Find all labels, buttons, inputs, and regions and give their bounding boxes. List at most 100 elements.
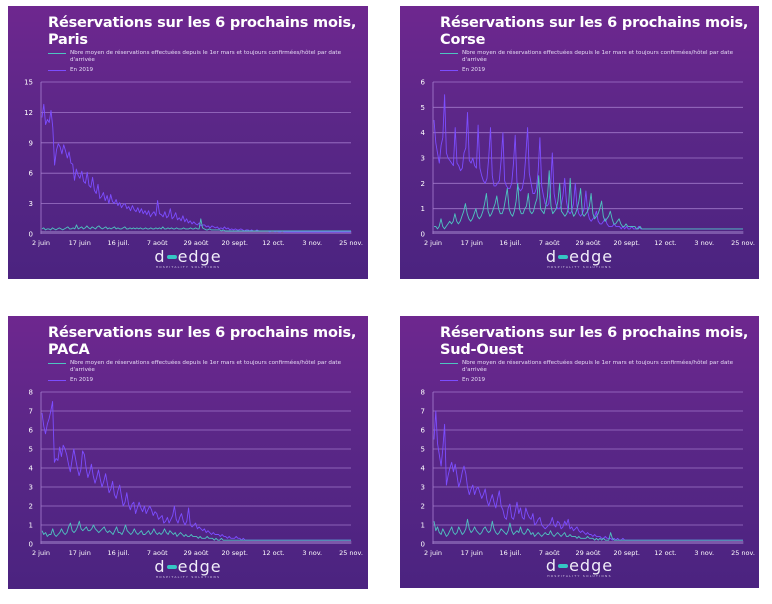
y-tick-label: 6 <box>29 170 34 178</box>
x-tick-label: 25 nov. <box>731 239 755 247</box>
d-edge-logo: d edge HOSPITALITY SOLUTIONS <box>154 557 222 580</box>
y-tick-label: 12 <box>24 109 33 117</box>
series-line-2019 <box>41 103 351 233</box>
y-tick-label: 2 <box>421 180 425 188</box>
x-tick-label: 29 août <box>184 239 209 247</box>
chart-panel-corse: Réservations sur les 6 prochains mois, Co… <box>400 6 759 279</box>
legend-swatch-2021 <box>48 53 66 54</box>
x-tick-label: 7 août <box>147 239 168 247</box>
y-tick-label: 5 <box>421 104 425 112</box>
legend-swatch-2021 <box>440 53 458 54</box>
y-tick-label: 4 <box>421 465 426 473</box>
y-tick-label: 6 <box>29 427 34 435</box>
d-edge-logo: d edge HOSPITALITY SOLUTIONS <box>545 556 614 579</box>
x-tick-label: 7 août <box>539 549 560 557</box>
y-tick-label: 2 <box>29 503 33 511</box>
x-tick-label: 3 nov. <box>694 239 714 247</box>
chart-plot: 0 1 2 3 4 5 6 2 juin 17 juin 16 juil. 7 août 29 aoû… <box>421 79 755 248</box>
x-axis-band <box>41 231 351 234</box>
y-tick-label: 0 <box>29 231 33 239</box>
y-tick-label: 7 <box>29 408 33 416</box>
x-tick-label: 2 juin <box>32 239 50 247</box>
series-line-2021 <box>41 218 351 232</box>
x-tick-label: 12 oct. <box>262 549 285 557</box>
x-tick-label: 20 sept. <box>222 239 248 247</box>
x-tick-label: 17 juin <box>461 239 483 247</box>
y-tick-label: 5 <box>29 446 33 454</box>
y-tick-label: 0 <box>421 541 425 549</box>
x-tick-label: 29 août <box>576 239 601 247</box>
y-tick-label: 5 <box>421 446 425 454</box>
x-tick-label: 25 nov. <box>339 239 363 247</box>
legend-swatch-2019 <box>48 70 66 71</box>
x-axis-band <box>433 541 743 544</box>
y-tick-label: 8 <box>421 389 425 397</box>
legend-swatch-2021 <box>440 363 458 364</box>
x-tick-label: 3 nov. <box>302 549 322 557</box>
y-tick-label: 9 <box>29 139 33 147</box>
legend-item-2019: En 2019 <box>48 377 363 384</box>
legend-item-2019: En 2019 <box>48 67 363 74</box>
x-tick-label: 20 sept. <box>222 549 248 557</box>
x-tick-label: 25 nov. <box>339 549 363 557</box>
y-tick-label: 3 <box>29 484 33 492</box>
x-tick-label: 12 oct. <box>262 239 285 247</box>
x-tick-label: 17 juin <box>461 549 483 557</box>
x-tick-label: 20 sept. <box>614 549 640 557</box>
x-axis-band <box>433 231 743 234</box>
d-edge-logo: d edge HOSPITALITY SOLUTIONS <box>545 247 614 270</box>
y-tick-label: 0 <box>421 231 425 239</box>
y-tick-label: 15 <box>24 79 33 87</box>
legend-item-2021: Nbre moyen de réservations effectuées de… <box>48 360 363 374</box>
y-tick-label: 3 <box>421 484 425 492</box>
x-tick-label: 16 juil. <box>108 549 130 557</box>
y-tick-label: 1 <box>29 522 33 530</box>
chart-legend: Nbre moyen de réservations effectuées de… <box>440 360 755 384</box>
x-tick-label: 3 nov. <box>302 239 322 247</box>
x-tick-label: 29 août <box>576 549 601 557</box>
chart-plot: 0 1 2 3 4 5 6 7 8 2 juin 17 juin 16 juil. 7 août 29 a… <box>421 389 755 558</box>
series-line-2021 <box>41 520 351 541</box>
x-tick-label: 7 août <box>147 549 168 557</box>
y-tick-label: 2 <box>421 503 425 511</box>
chart-plot: 0 3 6 9 12 15 2 juin 17 juin 16 juil. 7 août 29 ao… <box>24 79 363 248</box>
legend-swatch-2019 <box>440 70 458 71</box>
chart-legend: Nbre moyen de réservations effectuées de… <box>48 360 363 384</box>
x-tick-label: 16 juil. <box>500 239 522 247</box>
x-tick-label: 16 juil. <box>108 239 130 247</box>
x-tick-label: 2 juin <box>424 239 442 247</box>
chart-title: Réservations sur les 6 prochains mois, Pa… <box>48 15 357 48</box>
y-tick-label: 4 <box>29 465 34 473</box>
series-line-2021 <box>434 170 743 230</box>
x-tick-label: 7 août <box>539 239 560 247</box>
chart-panel-paris: Réservations sur les 6 prochains mois, Pa… <box>8 6 368 279</box>
y-tick-label: 8 <box>29 389 33 397</box>
d-edge-logo: d edge HOSPITALITY SOLUTIONS <box>154 247 222 270</box>
chart-panel-paca: Réservations sur les 6 prochains mois, PA… <box>8 316 368 589</box>
y-tick-label: 1 <box>421 522 425 530</box>
series-line-2021 <box>433 518 743 541</box>
chart-panel-sud-ouest: Réservations sur les 6 prochains mois, Su… <box>400 316 759 588</box>
legend-item-2019: En 2019 <box>440 67 755 74</box>
x-tick-label: 12 oct. <box>654 549 677 557</box>
x-tick-label: 29 août <box>184 549 209 557</box>
y-tick-label: 1 <box>421 205 425 213</box>
x-tick-label: 25 nov. <box>731 549 755 557</box>
chart-title: Réservations sur les 6 prochains mois, Co… <box>440 15 749 48</box>
x-tick-label: 2 juin <box>32 549 50 557</box>
chart-legend: Nbre moyen de réservations effectuées de… <box>440 50 755 74</box>
legend-item-2021: Nbre moyen de réservations effectuées de… <box>440 50 755 64</box>
x-tick-label: 17 juin <box>69 549 91 557</box>
x-tick-label: 3 nov. <box>694 549 714 557</box>
chart-legend: Nbre moyen de réservations effectuées de… <box>48 50 363 74</box>
legend-item-2019: En 2019 <box>440 377 755 384</box>
y-tick-label: 3 <box>29 200 33 208</box>
x-tick-label: 16 juil. <box>500 549 522 557</box>
legend-swatch-2021 <box>48 363 66 364</box>
y-tick-label: 6 <box>421 79 426 87</box>
y-tick-label: 7 <box>421 408 425 416</box>
logo-dash-icon <box>166 254 177 259</box>
x-tick-label: 12 oct. <box>654 239 677 247</box>
x-axis-band <box>41 541 351 544</box>
y-tick-label: 6 <box>421 427 426 435</box>
